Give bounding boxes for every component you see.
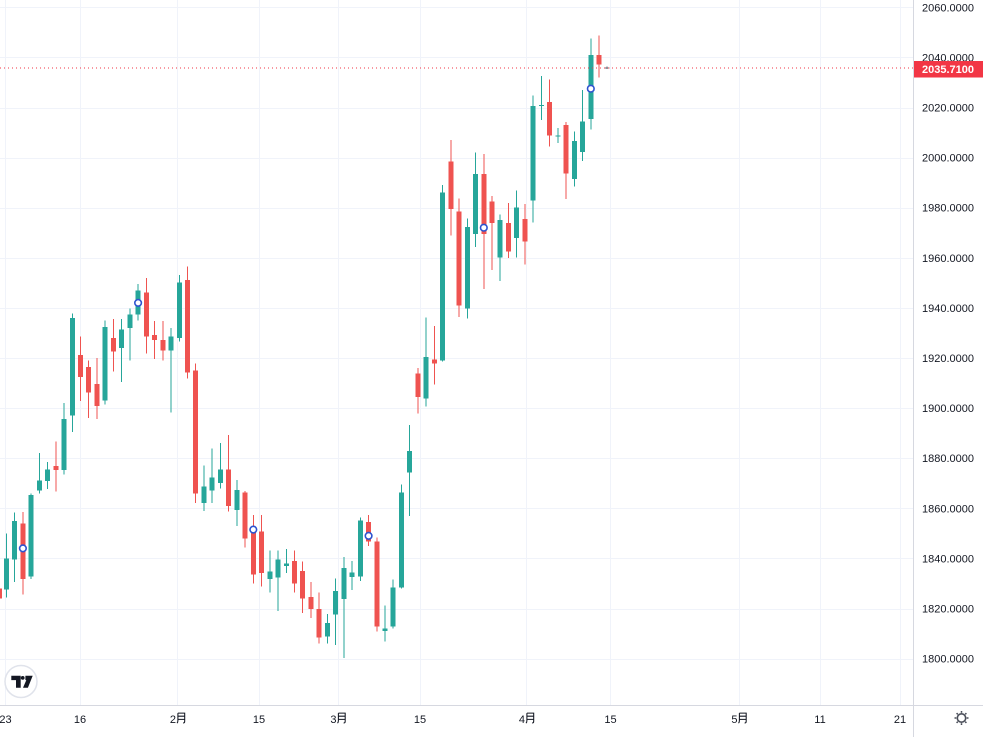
svg-text:15: 15 bbox=[604, 714, 616, 726]
svg-text:1860.0000: 1860.0000 bbox=[922, 503, 974, 515]
svg-text:16: 16 bbox=[74, 714, 86, 726]
svg-text:2000.0000: 2000.0000 bbox=[922, 153, 974, 165]
svg-text:1900.0000: 1900.0000 bbox=[922, 403, 974, 415]
svg-text:1960.0000: 1960.0000 bbox=[922, 253, 974, 265]
svg-text:1880.0000: 1880.0000 bbox=[922, 453, 974, 465]
svg-text:4: 4 bbox=[519, 714, 525, 726]
svg-text:15: 15 bbox=[414, 714, 426, 726]
svg-text:1840.0000: 1840.0000 bbox=[922, 553, 974, 565]
svg-text:1980.0000: 1980.0000 bbox=[922, 203, 974, 215]
svg-text:1920.0000: 1920.0000 bbox=[922, 353, 974, 365]
svg-text:2060.0000: 2060.0000 bbox=[922, 2, 974, 14]
svg-text:21: 21 bbox=[894, 714, 906, 726]
svg-text:1800.0000: 1800.0000 bbox=[922, 654, 974, 666]
svg-text:3: 3 bbox=[330, 714, 336, 726]
svg-text:1940.0000: 1940.0000 bbox=[922, 303, 974, 315]
svg-text:5: 5 bbox=[731, 714, 737, 726]
svg-text:23: 23 bbox=[0, 714, 12, 726]
svg-text:15: 15 bbox=[253, 714, 265, 726]
svg-text:2035.7100: 2035.7100 bbox=[922, 64, 974, 76]
svg-text:2020.0000: 2020.0000 bbox=[922, 103, 974, 115]
svg-text:2: 2 bbox=[170, 714, 176, 726]
svg-text:11: 11 bbox=[814, 714, 825, 726]
svg-text:1820.0000: 1820.0000 bbox=[922, 604, 974, 616]
